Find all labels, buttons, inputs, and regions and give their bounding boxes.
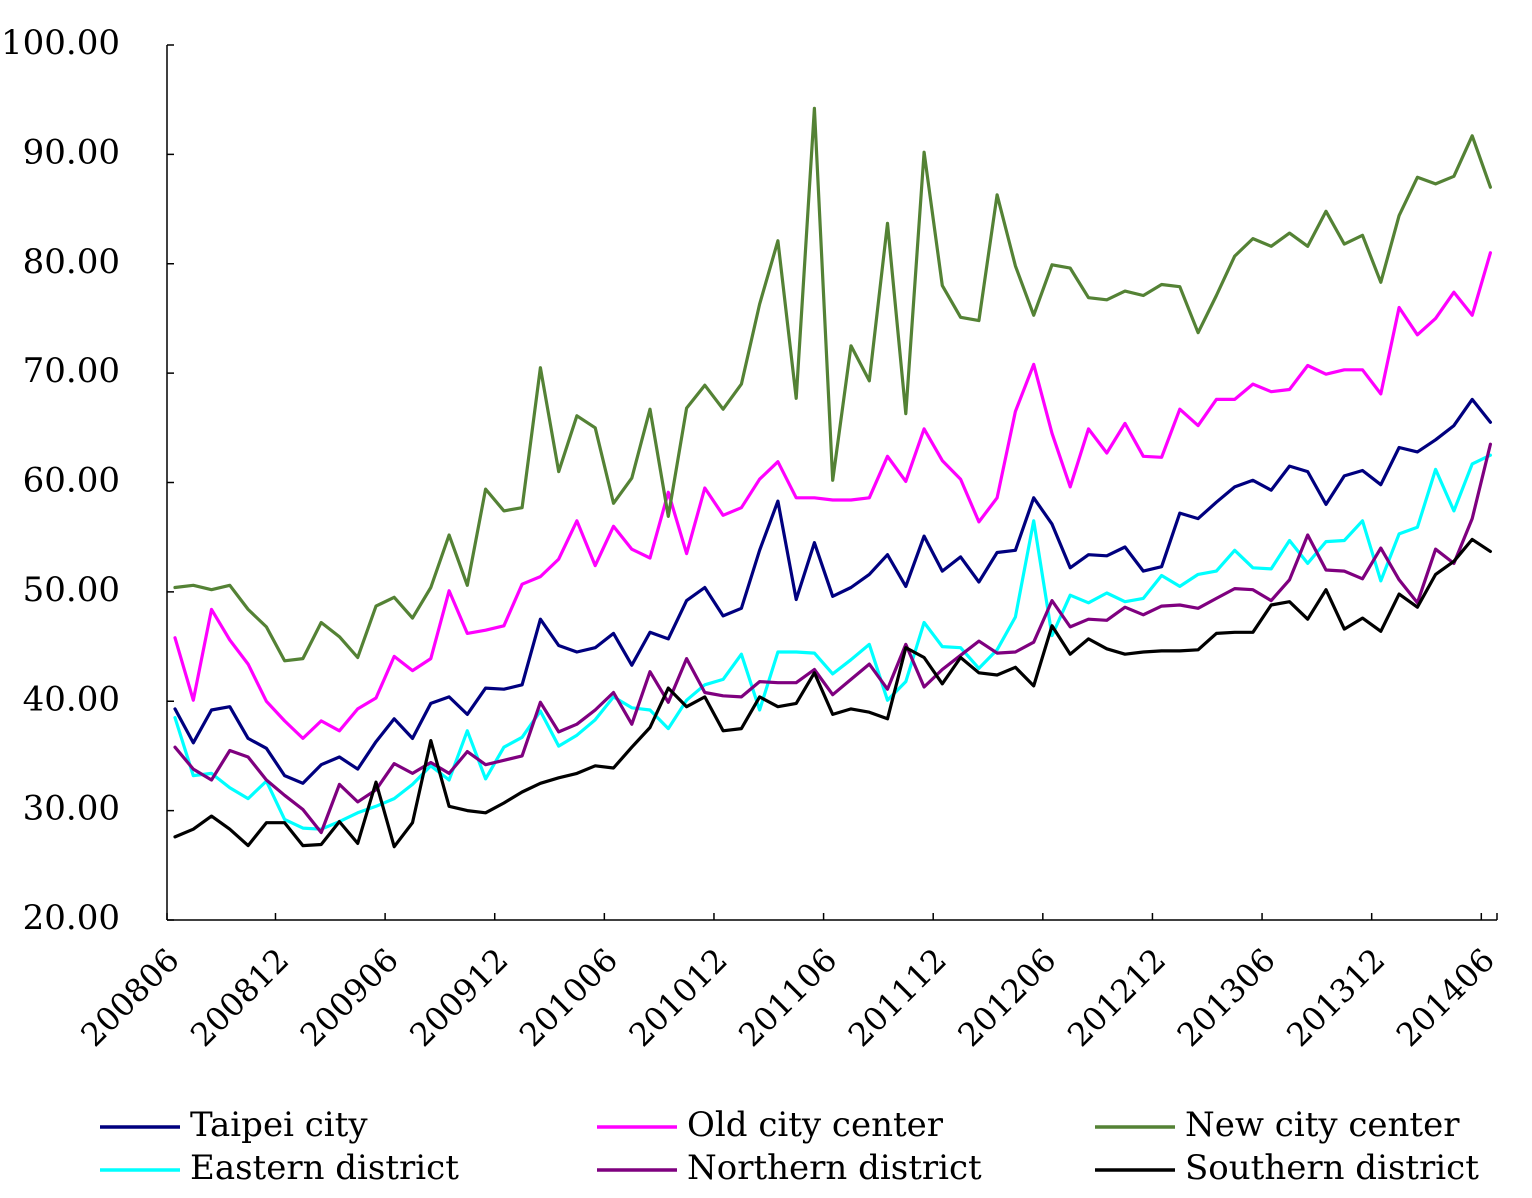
series-line-northern-district bbox=[173, 442, 1493, 835]
y-tick-label: 80.00 bbox=[23, 242, 120, 282]
x-tick-label: 201012 bbox=[622, 941, 735, 1054]
plot-series bbox=[173, 106, 1493, 849]
x-tick-label: 200906 bbox=[293, 941, 406, 1054]
y-tick-label: 60.00 bbox=[23, 461, 120, 501]
x-tick-label: 200806 bbox=[73, 941, 186, 1054]
x-tick-label: 201206 bbox=[950, 941, 1063, 1054]
legend-label-taipei-city: Taipei city bbox=[190, 1105, 368, 1145]
legend-label-new-city-center: New city center bbox=[1185, 1105, 1460, 1145]
x-axis-ticks: 2008062008122009062009122010062010122011… bbox=[73, 913, 1502, 1054]
y-tick-label: 30.00 bbox=[23, 789, 120, 829]
x-tick-label: 201406 bbox=[1389, 941, 1502, 1054]
legend: Taipei city Old city center New city cente… bbox=[100, 1105, 1479, 1188]
legend-label-southern-district: Southern district bbox=[1185, 1148, 1479, 1188]
legend-label-old-city-center: Old city center bbox=[687, 1105, 944, 1145]
x-tick-label: 201312 bbox=[1279, 941, 1392, 1054]
y-tick-label: 20.00 bbox=[23, 898, 120, 938]
x-tick-label: 201006 bbox=[512, 941, 625, 1054]
y-axis-ticks: 20.00 30.00 40.00 50.00 60.00 70.00 80.00 90.00… bbox=[1, 23, 174, 938]
legend-label-northern-district: Northern district bbox=[687, 1148, 982, 1188]
series-line-eastern-district bbox=[173, 453, 1493, 831]
x-tick-label: 201212 bbox=[1060, 941, 1173, 1054]
y-tick-label: 50.00 bbox=[23, 570, 120, 610]
y-tick-label: 90.00 bbox=[23, 132, 120, 172]
series-line-taipei-city bbox=[173, 397, 1493, 785]
y-tick-label: 100.00 bbox=[1, 23, 120, 63]
y-tick-label: 40.00 bbox=[23, 679, 120, 719]
series-line-new-city-center bbox=[173, 106, 1493, 663]
x-tick-label: 201306 bbox=[1170, 941, 1283, 1054]
x-tick-label: 201112 bbox=[841, 941, 954, 1054]
x-tick-label: 200812 bbox=[183, 941, 296, 1054]
x-tick-label: 200912 bbox=[402, 941, 515, 1054]
y-tick-label: 70.00 bbox=[23, 351, 120, 391]
series-line-old-city-center bbox=[173, 251, 1493, 741]
series-line-southern-district bbox=[173, 537, 1493, 849]
x-tick-label: 201106 bbox=[731, 941, 844, 1054]
chart-axes bbox=[166, 45, 1497, 921]
legend-label-eastern-district: Eastern district bbox=[190, 1148, 459, 1188]
